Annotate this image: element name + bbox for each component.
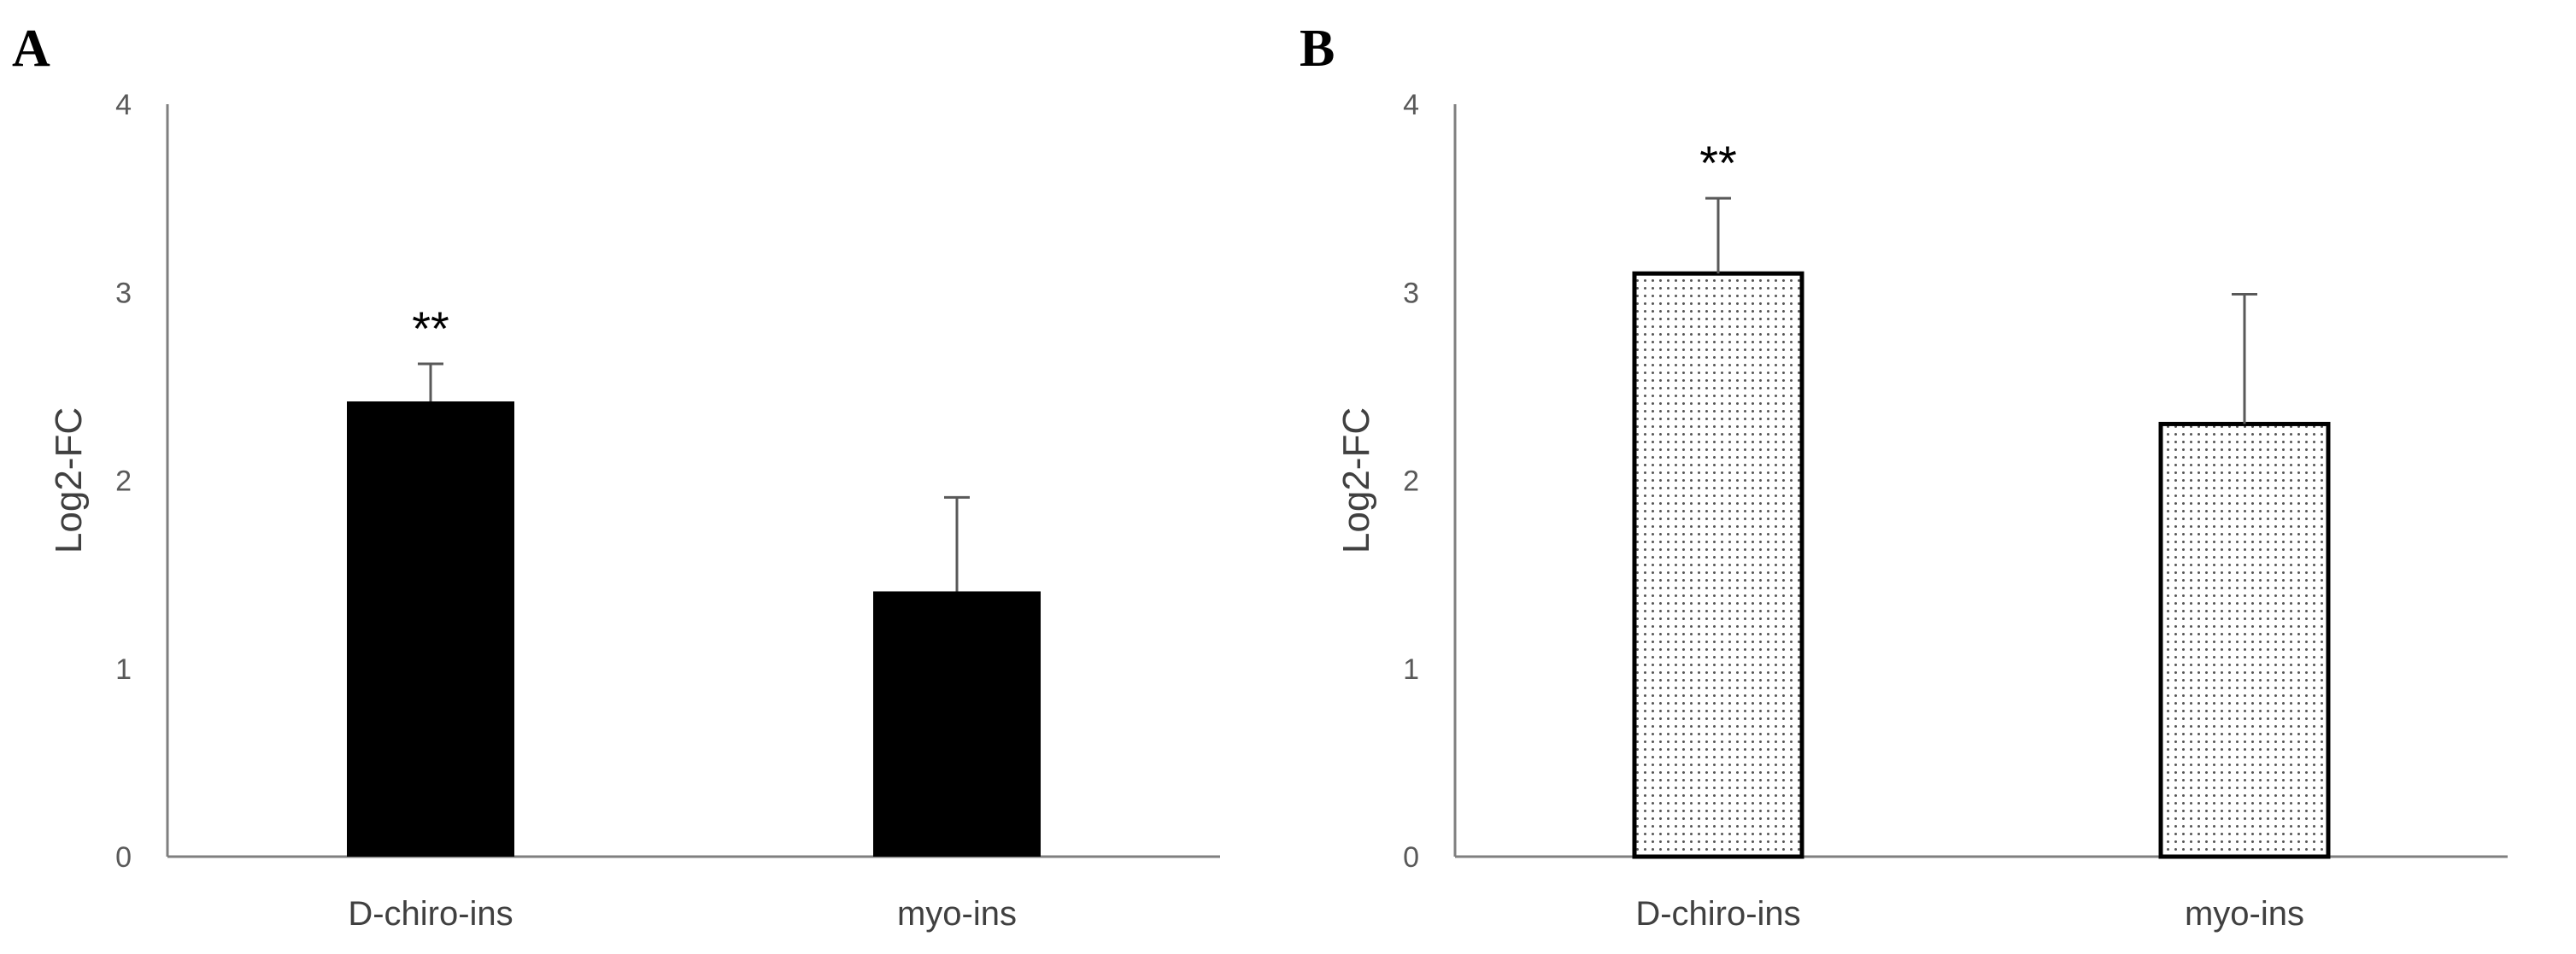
bar-myo-ins	[2158, 421, 2331, 859]
significance-marker: **	[412, 301, 449, 355]
panel-label: A	[12, 20, 50, 78]
y-tick-label: 4	[1403, 89, 1419, 121]
x-tick-label: myo-ins	[2185, 895, 2304, 933]
y-tick-label: 1	[115, 653, 132, 686]
bar-myo-ins	[873, 591, 1041, 857]
chart-panel-a: A 0 1 2 3 4 Log2-FC ** D-chiro-ins myo-ins	[12, 20, 1220, 933]
y-tick-label: 0	[1403, 841, 1419, 874]
bar-d-chiro-ins	[347, 401, 514, 857]
x-tick-label: myo-ins	[897, 895, 1017, 933]
y-axis-title: Log2-FC	[48, 407, 90, 553]
y-tick-label: 0	[115, 841, 132, 874]
bar-d-chiro-ins	[1632, 271, 1804, 859]
y-tick-label: 3	[115, 277, 132, 309]
y-axis-title: Log2-FC	[1335, 407, 1377, 553]
chart-panel-b: B 0 1 2 3 4 Log2-FC ** D-chiro-ins myo-ins	[1288, 0, 2575, 954]
significance-marker: **	[1699, 136, 1737, 190]
bar-chart-b: 0 1 2 3 4 Log2-FC ** D-chiro-ins myo-ins	[1335, 89, 2508, 933]
panel-label: B	[1300, 20, 1335, 78]
bar-chart-a: 0 1 2 3 4 Log2-FC ** D-chiro-ins myo-ins	[48, 89, 1220, 933]
y-tick-label: 2	[115, 465, 132, 498]
y-tick-label: 3	[1403, 277, 1419, 309]
x-tick-label: D-chiro-ins	[348, 895, 513, 933]
y-tick-label: 4	[115, 89, 132, 121]
x-tick-label: D-chiro-ins	[1635, 895, 1800, 933]
y-tick-label: 1	[1403, 653, 1419, 686]
y-tick-label: 2	[1403, 465, 1419, 498]
